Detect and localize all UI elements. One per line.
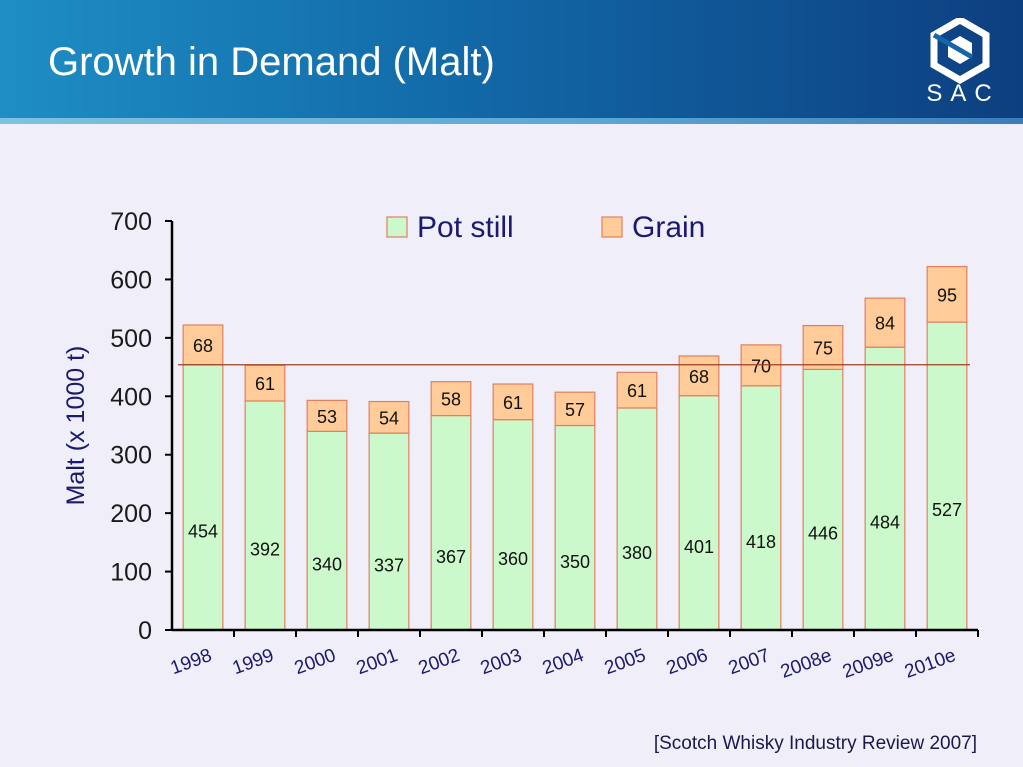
y-tick-label: 0 <box>138 617 152 645</box>
data-label-pot-still: 350 <box>560 552 590 572</box>
y-tick-label: 100 <box>110 559 152 587</box>
x-tick-label: 1999 <box>230 645 277 679</box>
data-label-pot-still: 454 <box>188 521 218 541</box>
logo-text: SAC <box>926 80 1000 107</box>
sac-logo-icon <box>930 18 990 85</box>
bar-pot-still <box>740 385 782 631</box>
x-tick-label: 2005 <box>602 645 649 679</box>
data-label-grain: 58 <box>441 390 461 410</box>
bar-pot-still <box>182 364 224 631</box>
bar-pot-still <box>430 414 472 631</box>
y-tick-label: 600 <box>110 266 152 294</box>
bar-grain <box>306 399 348 432</box>
x-tick-label: 2002 <box>416 645 463 679</box>
legend-swatch-pot-still <box>386 216 408 238</box>
data-label-pot-still: 418 <box>746 532 776 552</box>
bar-grain <box>926 265 968 323</box>
bar-pot-still <box>802 368 844 631</box>
legend-label-grain: Grain <box>632 211 705 244</box>
y-tick-label: 200 <box>110 500 152 528</box>
data-label-grain: 57 <box>565 400 585 420</box>
slide-header <box>0 0 1023 118</box>
bar-grain <box>182 324 224 366</box>
data-label-pot-still: 340 <box>312 555 342 575</box>
bar-pot-still <box>368 432 410 631</box>
bar-grain <box>244 364 286 402</box>
bar-grain <box>368 400 410 434</box>
x-tick-label: 1998 <box>168 645 215 679</box>
y-tick-label: 500 <box>110 325 152 353</box>
data-label-grain: 70 <box>751 356 771 376</box>
data-label-pot-still: 367 <box>436 547 466 567</box>
x-tick-label: 2008e <box>778 645 835 683</box>
bar-pot-still <box>244 400 286 631</box>
bar-grain <box>430 381 472 417</box>
data-label-grain: 54 <box>379 408 399 428</box>
data-label-pot-still: 484 <box>870 513 900 533</box>
bar-pot-still <box>864 346 906 631</box>
data-label-pot-still: 392 <box>250 539 280 559</box>
header-divider <box>0 118 1023 124</box>
data-label-pot-still: 380 <box>622 543 652 563</box>
bar-grain <box>678 355 720 397</box>
bar-pot-still <box>678 395 720 631</box>
data-label-grain: 61 <box>627 381 647 401</box>
x-tick-label: 2003 <box>478 645 525 679</box>
y-axis-label: Malt (x 1000 t) <box>62 346 90 506</box>
x-tick-label: 2000 <box>292 645 339 679</box>
data-label-grain: 68 <box>689 367 709 387</box>
slide-title: Growth in Demand (Malt) <box>48 40 495 84</box>
source-citation: [Scotch Whisky Industry Review 2007] <box>653 733 977 754</box>
bar-pot-still <box>616 407 658 631</box>
data-label-pot-still: 360 <box>498 549 528 569</box>
data-label-grain: 61 <box>255 374 275 394</box>
data-label-pot-still: 446 <box>808 524 838 544</box>
bar-grain <box>802 324 844 371</box>
bar-grain <box>616 371 658 409</box>
bar-grain <box>492 383 534 421</box>
x-tick-label: 2006 <box>664 645 711 679</box>
data-label-pot-still: 401 <box>684 537 714 557</box>
x-tick-label: 2004 <box>540 645 587 679</box>
y-tick-label: 400 <box>110 383 152 411</box>
y-tick-label: 700 <box>110 208 152 236</box>
y-tick-label: 300 <box>110 442 152 470</box>
bar-grain <box>864 297 906 348</box>
data-label-grain: 84 <box>875 314 895 334</box>
data-label-pot-still: 527 <box>932 500 962 520</box>
bar-pot-still <box>926 321 968 631</box>
x-tick-label: 2007 <box>726 645 773 679</box>
bar-pot-still <box>554 424 596 631</box>
malt-demand-chart: 0 100 200 300 400 500 600 700 Malt (x 1000 t) 68 4… <box>62 208 979 683</box>
data-label-pot-still: 337 <box>374 556 404 576</box>
data-label-grain: 61 <box>503 393 523 413</box>
x-tick-label: 2010e <box>902 645 959 683</box>
legend-label-pot-still: Pot still <box>417 211 514 244</box>
data-label-grain: 75 <box>813 338 833 358</box>
data-label-grain: 68 <box>193 336 213 356</box>
data-label-grain: 95 <box>937 285 957 305</box>
bar-grain <box>554 391 596 427</box>
x-tick-label: 2009e <box>840 645 897 683</box>
legend-swatch-grain <box>601 216 623 238</box>
x-tick-label: 2001 <box>354 645 401 679</box>
data-label-grain: 53 <box>317 407 337 427</box>
bar-pot-still <box>492 419 534 631</box>
bar-pot-still <box>306 430 348 631</box>
